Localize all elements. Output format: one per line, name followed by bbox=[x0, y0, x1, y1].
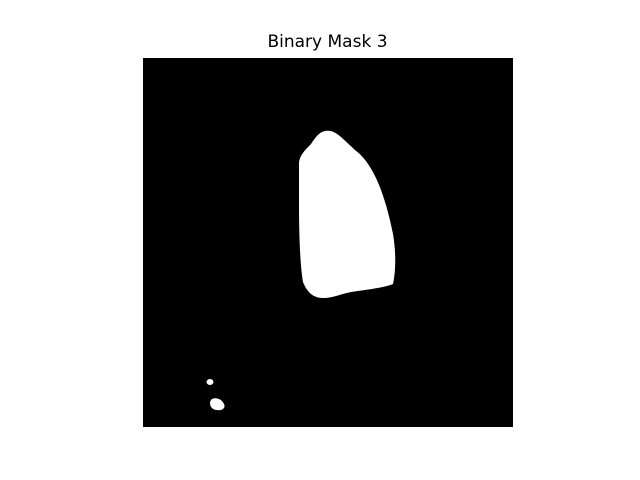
mask-region-small-blob bbox=[210, 398, 225, 411]
mask-region-main bbox=[299, 130, 396, 298]
binary-mask-image bbox=[143, 58, 513, 427]
mask-region-small-dot bbox=[206, 379, 214, 385]
figure-title: Binary Mask 3 bbox=[267, 32, 388, 52]
